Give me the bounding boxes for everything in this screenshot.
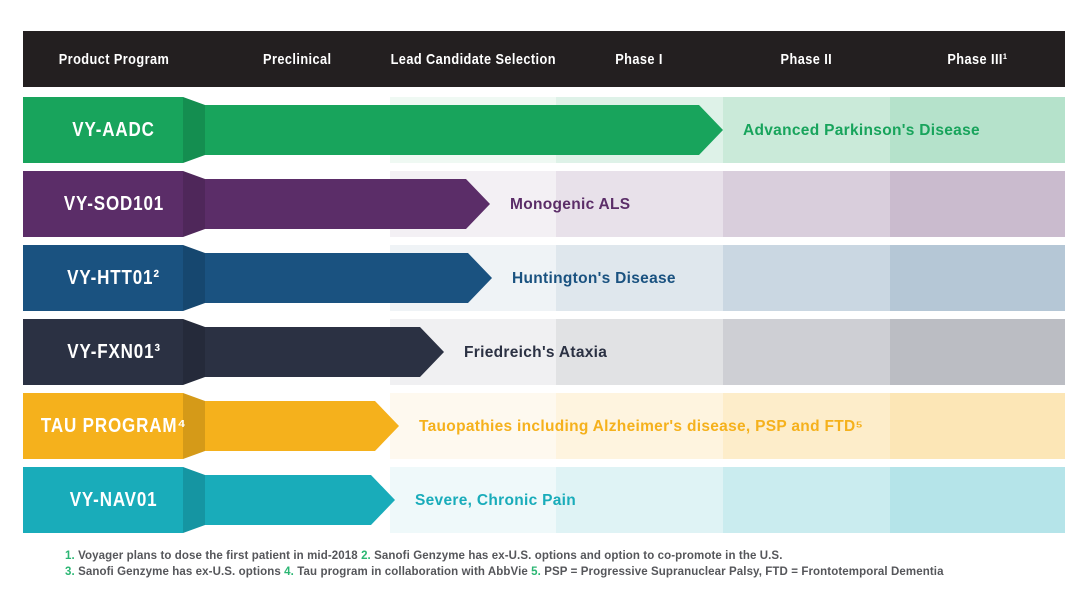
header-bar: Product Program Preclinical Lead Candida… <box>23 31 1065 87</box>
program-name-label: VY-NAV01 <box>70 489 158 511</box>
program-name-label: VY-HTT01² <box>67 267 161 289</box>
footnote-number: 4. <box>284 566 294 578</box>
column-header-preclinical: Preclinical <box>205 31 390 87</box>
program-name-label: VY-SOD101 <box>63 193 165 215</box>
phase-tint-band <box>723 171 890 237</box>
footnote-line: 1. Voyager plans to dose the first patie… <box>65 548 1055 564</box>
ribbon-fold-shade <box>183 97 205 163</box>
column-header-phase-3: Phase III¹ <box>890 31 1065 87</box>
program-progress-arrow <box>23 97 723 163</box>
footnote-number: 3. <box>65 566 75 578</box>
indication-label: Friedreich's Ataxia <box>464 344 608 361</box>
program-progress-arrow <box>23 393 399 459</box>
program-name: VY-FXN01³ <box>23 319 205 385</box>
program-name: VY-HTT01² <box>23 245 205 311</box>
pipeline-row: VY-FXN01³ Friedreich's Ataxia <box>23 319 1065 385</box>
phase-tint-band <box>556 245 723 311</box>
program-name: TAU PROGRAM⁴ <box>23 393 205 459</box>
pipeline-row: VY-HTT01² Huntington's Disease <box>23 245 1065 311</box>
ribbon-fold-shade <box>183 245 205 311</box>
footnote-text: Voyager plans to dose the first patient … <box>74 550 362 562</box>
indication-label: Severe, Chronic Pain <box>415 492 577 509</box>
phase-tint-band <box>890 393 1065 459</box>
indication-label: Advanced Parkinson's Disease <box>743 122 980 139</box>
phase-tint-band <box>390 467 556 533</box>
ribbon-fold-shade <box>183 393 205 459</box>
footnote-text: Sanofi Genzyme has ex-U.S. options <box>74 566 285 578</box>
phase-tint-band <box>390 393 556 459</box>
program-progress-arrow <box>23 319 444 385</box>
phase-tint-band <box>890 467 1065 533</box>
indication-label: Monogenic ALS <box>510 196 631 213</box>
program-name-label: VY-AADC <box>72 119 156 141</box>
program-name: VY-NAV01 <box>23 467 205 533</box>
phase-tint-band <box>556 393 723 459</box>
column-header-phase-1: Phase I <box>556 31 723 87</box>
footnote-text: Tau program in collaboration with AbbVie <box>293 566 532 578</box>
ribbon-fold-shade <box>183 171 205 237</box>
program-name-label: VY-FXN01³ <box>67 341 161 363</box>
ribbon-fold-shade <box>183 467 205 533</box>
column-header-label: Preclinical <box>263 50 332 68</box>
phase-tint-band <box>723 467 890 533</box>
phase-tint-band <box>723 245 890 311</box>
pipeline-row: TAU PROGRAM⁴ Tauopathies including Alzhei… <box>23 393 1065 459</box>
column-header-phase-2: Phase II <box>723 31 890 87</box>
program-name: VY-SOD101 <box>23 171 205 237</box>
footnote-text: Sanofi Genzyme has ex-U.S. options and o… <box>370 550 783 562</box>
phase-tint-band <box>556 467 723 533</box>
column-header-lead-candidate-selection: Lead Candidate Selection <box>390 31 556 87</box>
column-header-label: Phase I <box>615 50 664 68</box>
footnote-number: 2. <box>361 550 371 562</box>
phase-tint-band <box>723 393 890 459</box>
indication-label: Tauopathies including Alzheimer's diseas… <box>419 418 864 435</box>
footnotes: 1. Voyager plans to dose the first patie… <box>65 548 1055 580</box>
footnote-line: 3. Sanofi Genzyme has ex-U.S. options 4.… <box>65 564 1055 580</box>
phase-tint-band <box>556 171 723 237</box>
pipeline-row: VY-SOD101 Monogenic ALS <box>23 171 1065 237</box>
footnote-text: PSP = Progressive Supranuclear Palsy, FT… <box>540 566 944 578</box>
pipeline-row: VY-NAV01 Severe, Chronic Pain <box>23 467 1065 533</box>
program-progress-arrow <box>23 245 492 311</box>
phase-tint-band <box>556 319 723 385</box>
program-name: VY-AADC <box>23 97 205 163</box>
column-header-label: Phase II <box>780 50 833 68</box>
pipeline-rows: VY-AADC Advanced Parkinson's Disease VY-SO… <box>23 97 1065 541</box>
column-header-label: Phase III¹ <box>947 50 1008 68</box>
column-header-label: Product Program <box>58 50 170 68</box>
ribbon-fold-shade <box>183 319 205 385</box>
program-name-label: TAU PROGRAM⁴ <box>41 415 187 437</box>
phase-tint-band <box>890 97 1065 163</box>
pipeline-row: VY-AADC Advanced Parkinson's Disease <box>23 97 1065 163</box>
phase-tint-band <box>890 171 1065 237</box>
phase-tint-band <box>723 97 890 163</box>
footnote-number: 5. <box>531 566 541 578</box>
footnote-number: 1. <box>65 550 75 562</box>
phase-tint-band <box>890 245 1065 311</box>
phase-tint-band <box>890 319 1065 385</box>
program-progress-arrow <box>23 467 395 533</box>
column-header-label: Lead Candidate Selection <box>390 50 556 68</box>
phase-tint-band <box>723 319 890 385</box>
indication-label: Huntington's Disease <box>512 270 676 287</box>
program-progress-arrow <box>23 171 490 237</box>
column-header-product-program: Product Program <box>23 31 205 87</box>
